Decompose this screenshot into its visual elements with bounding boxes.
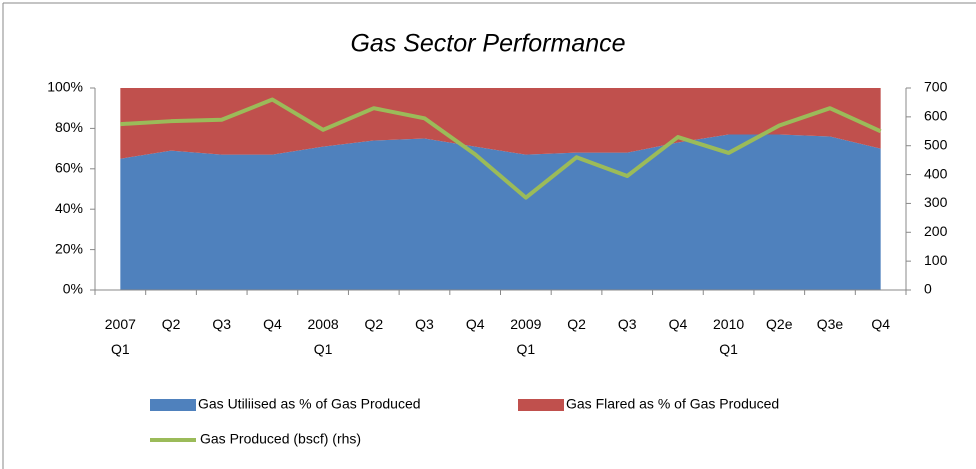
y2-tick-label: 500	[924, 136, 948, 152]
y2-tick-label: 400	[924, 165, 948, 181]
y2-tick-label: 100	[924, 252, 948, 268]
y-tick-label: 20%	[55, 240, 83, 256]
y2-tick-label: 700	[924, 79, 948, 95]
y-tick-label: 60%	[55, 160, 83, 176]
x-tick-label: 2008 Q1	[308, 316, 339, 357]
x-tick-label: 2007 Q1	[105, 316, 136, 357]
x-tick-label: Q2	[567, 316, 586, 332]
x-tick-label: Q4	[871, 316, 890, 332]
legend-label: Gas Flared as % of Gas Produced	[566, 396, 779, 412]
legend-swatch	[150, 399, 196, 411]
legend-swatch	[518, 399, 564, 411]
y-tick-label: 40%	[55, 200, 83, 216]
x-tick-label: Q3	[415, 316, 434, 332]
legend-label: Gas Produced (bscf) (rhs)	[200, 431, 361, 447]
y2-tick-label: 600	[924, 108, 948, 124]
y-tick-label: 80%	[55, 119, 83, 135]
y-tick-label: 100%	[47, 79, 83, 95]
x-tick-label: Q4	[669, 316, 688, 332]
x-tick-label: Q4	[263, 316, 282, 332]
area	[120, 134, 881, 290]
y2-tick-label: 300	[924, 194, 948, 210]
line	[120, 97, 882, 200]
x-tick-label: Q3	[618, 316, 637, 332]
chart-title: Gas Sector Performance	[350, 30, 625, 58]
x-tick-label: Q2e	[766, 316, 793, 332]
y2-tick-label: 0	[924, 281, 932, 297]
y2-tick-label: 200	[924, 223, 948, 239]
y-tick-label: 0%	[63, 281, 83, 297]
x-tick-label: Q2	[162, 316, 181, 332]
x-tick-label: 2009 Q1	[510, 316, 541, 357]
x-tick-label: Q3	[212, 316, 231, 332]
x-tick-label: Q4	[466, 316, 485, 332]
x-tick-label: 2010 Q1	[713, 316, 744, 357]
x-tick-label: Q3e	[817, 316, 844, 332]
legend-label: Gas Utiliised as % of Gas Produced	[198, 396, 421, 412]
x-tick-label: Q2	[364, 316, 383, 332]
area	[120, 88, 881, 159]
